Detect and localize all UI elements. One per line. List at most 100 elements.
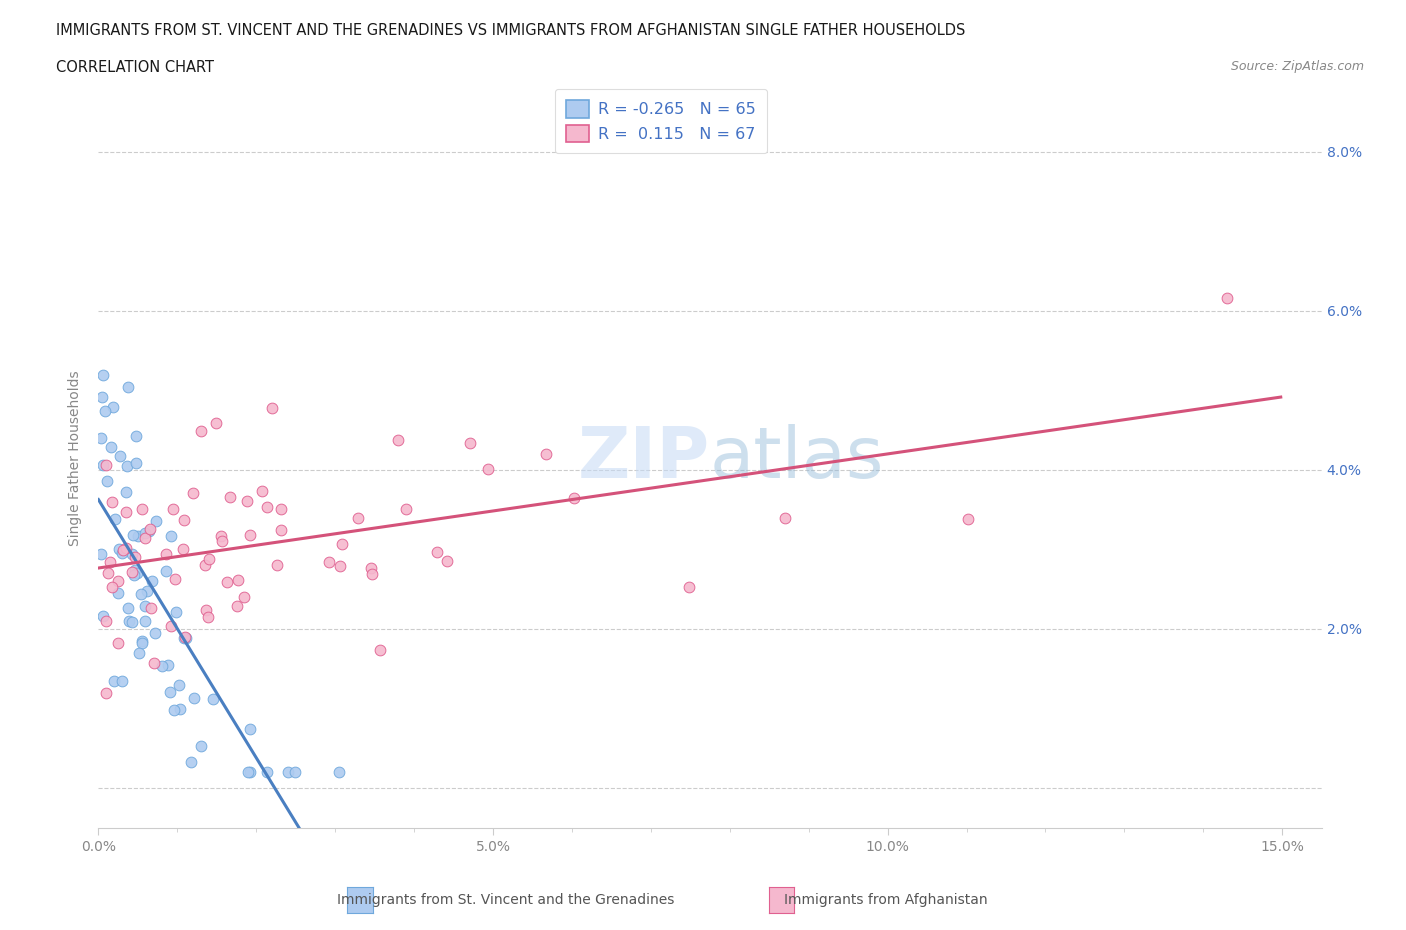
Point [90, 390, 112, 405]
Point [115, 458, 138, 473]
Point [157, 658, 180, 672]
Point [387, 432, 409, 447]
Point [329, 559, 352, 574]
Point [104, 512, 127, 526]
Point [96, 685, 118, 700]
Point [97, 565, 120, 580]
Point [174, 631, 197, 645]
Point [101, 579, 124, 594]
Point [169, 701, 191, 716]
Point [173, 631, 195, 645]
Point [127, 528, 149, 543]
Point [270, 502, 292, 517]
Point [91, 458, 114, 472]
Point [368, 643, 391, 658]
Point [134, 525, 156, 540]
Point [1216, 291, 1239, 306]
Point [93, 404, 115, 418]
Point [163, 571, 186, 586]
Point [122, 527, 145, 542]
Point [235, 494, 257, 509]
Point [197, 609, 219, 624]
Text: IMMIGRANTS FROM ST. VINCENT AND THE GRENADINES VS IMMIGRANTS FROM AFGHANISTAN SI: IMMIGRANTS FROM ST. VINCENT AND THE GREN… [56, 23, 966, 38]
Point [173, 630, 195, 644]
Point [270, 523, 292, 538]
Text: ZIP: ZIP [578, 423, 710, 493]
Text: Immigrants from Afghanistan: Immigrants from Afghanistan [785, 893, 987, 908]
Point [107, 585, 129, 600]
Point [96, 473, 118, 488]
Point [266, 557, 288, 572]
Point [458, 435, 481, 450]
Point [103, 673, 125, 688]
Point [277, 764, 299, 779]
Point [127, 565, 149, 580]
Point [436, 554, 458, 569]
Point [957, 512, 980, 526]
Point [128, 645, 150, 660]
Legend: R = -0.265   N = 65, R =  0.115   N = 67: R = -0.265 N = 65, R = 0.115 N = 67 [555, 89, 768, 153]
Point [194, 603, 217, 618]
Point [204, 416, 226, 431]
Point [98, 555, 121, 570]
Point [226, 573, 249, 588]
Point [134, 598, 156, 613]
Point [211, 534, 233, 549]
Text: CORRELATION CHART: CORRELATION CHART [56, 60, 214, 75]
Point [122, 568, 145, 583]
Point [395, 502, 418, 517]
Point [330, 537, 353, 551]
Point [125, 429, 148, 444]
Point [111, 674, 134, 689]
Point [239, 527, 262, 542]
Point [172, 542, 194, 557]
Point [262, 401, 284, 416]
Point [256, 499, 278, 514]
Point [100, 440, 122, 455]
Point [194, 557, 217, 572]
Point [131, 501, 153, 516]
Y-axis label: Single Father Households: Single Father Households [69, 370, 83, 546]
Point [141, 600, 163, 615]
Point [218, 489, 240, 504]
Point [167, 678, 190, 693]
Point [107, 635, 129, 650]
Point [131, 634, 153, 649]
Point [775, 511, 797, 525]
Point [477, 461, 499, 476]
Point [328, 764, 350, 779]
Point [136, 584, 159, 599]
Point [121, 565, 143, 579]
Point [318, 554, 340, 569]
Point [190, 424, 212, 439]
Point [426, 545, 449, 560]
Point [139, 521, 162, 536]
Point [107, 574, 129, 589]
Point [159, 684, 181, 699]
Point [202, 692, 225, 707]
Point [233, 590, 256, 604]
Point [100, 494, 122, 509]
Point [160, 618, 183, 633]
Point [562, 491, 585, 506]
Point [111, 542, 134, 557]
Point [124, 563, 146, 578]
Point [284, 764, 307, 779]
Point [90, 431, 112, 445]
Point [173, 512, 195, 527]
Point [180, 754, 202, 769]
Point [108, 542, 131, 557]
Text: Immigrants from St. Vincent and the Grenadines: Immigrants from St. Vincent and the Gren… [337, 893, 675, 908]
Point [360, 561, 382, 576]
Point [226, 599, 249, 614]
Point [124, 550, 146, 565]
Point [115, 504, 138, 519]
Point [160, 528, 183, 543]
Point [236, 764, 259, 779]
Point [181, 485, 204, 500]
Point [91, 608, 114, 623]
Point [198, 551, 221, 566]
Point [165, 604, 187, 619]
Point [155, 564, 177, 578]
Point [115, 485, 138, 499]
